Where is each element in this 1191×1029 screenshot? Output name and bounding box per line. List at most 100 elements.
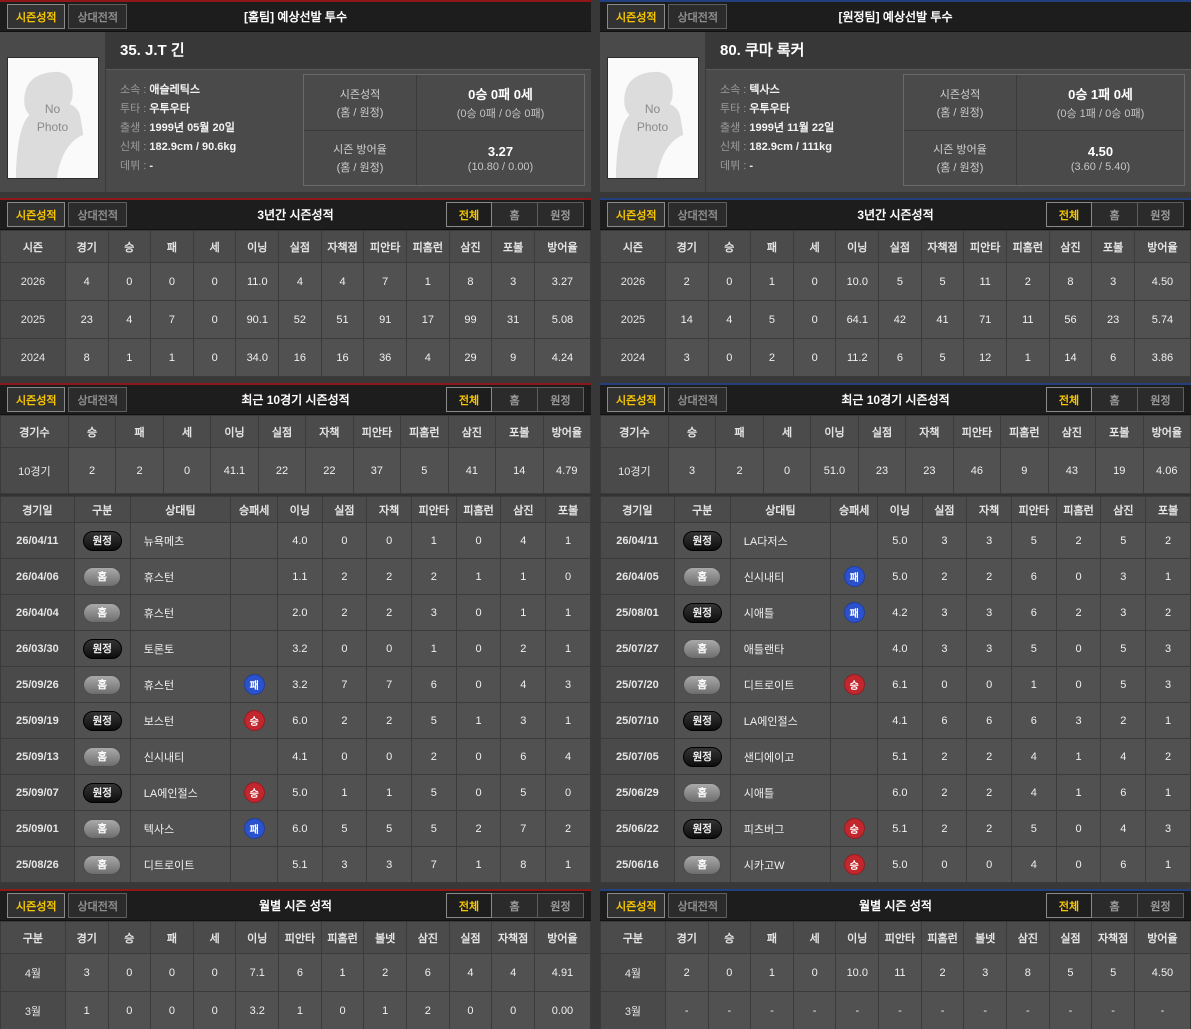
pitcher-section-home: 시즌성적 상대전적 [홈팀] 예상선발 투수 No Photo 35. J.T … [0,0,591,192]
recent10-summary-table: 경기수 승 패 세 이닝 실점 자책 피안타 피홈런 삼진 포볼 방어율 10경기 3 2 0 51.0 23 23… [600,415,1191,494]
table-cell: 1 [321,774,368,811]
tab-season-stats[interactable]: 시즌성적 [607,387,666,412]
tab-head-to-head[interactable]: 상대전적 [668,387,727,412]
section-header: 시즌성적 상대전적 월별 시즌 성적 전체 홈 원정 [600,891,1191,921]
tab-head-to-head[interactable]: 상대전적 [668,4,727,29]
table-cell: 4.1 [277,738,323,775]
table-cell: 3 [963,953,1008,992]
filter-all[interactable]: 전체 [1046,202,1092,227]
column-header: 경기일 [0,496,75,523]
pitcher-info: 35. J.T 긴 소속애슬레틱스 투타우투우타 출생1999년 05월 20일… [106,32,591,192]
table-cell: 4 [707,300,752,339]
tab-season-stats[interactable]: 시즌성적 [607,4,666,29]
table-cell: 원정 [673,702,731,739]
table-cell: 0 [320,991,365,1029]
table-cell: 3월 [0,991,66,1029]
tab-season-stats[interactable]: 시즌성적 [7,387,66,412]
table-cell: 3 [966,594,1012,631]
tab-season-stats[interactable]: 시즌성적 [7,4,66,29]
filter-all[interactable]: 전체 [446,893,492,918]
table-cell: 23 [1091,300,1135,339]
table-cell: 2 [406,991,450,1029]
column-header: 패 [750,230,794,263]
filter-home[interactable]: 홈 [1092,387,1138,412]
table-cell: 4 [491,953,535,992]
table-cell: 홈 [673,774,731,811]
filter-away[interactable]: 원정 [538,893,584,918]
table-cell: 0 [966,846,1012,883]
table-cell: 11 [963,262,1008,301]
tab-head-to-head[interactable]: 상대전적 [68,893,127,918]
result-badge: 패 [243,674,265,695]
filter-away[interactable]: 원정 [1138,893,1184,918]
table-cell: 25/09/19 [0,702,75,739]
filter-away[interactable]: 원정 [538,202,584,227]
column-header: 피안타 [363,230,408,263]
table-cell: 11 [878,953,922,992]
section-header: 시즌성적 상대전적 [원정팀] 예상선발 투수 [600,2,1191,32]
table-cell: 3.2 [235,991,280,1029]
column-header: 피안타 [1011,496,1057,523]
column-header: 승 [107,230,152,263]
column-header: 피안타 [878,921,922,954]
tab-head-to-head[interactable]: 상대전적 [68,202,127,227]
table-cell: 원정 [73,630,131,667]
venue-badge: 홈 [683,782,722,803]
table-row: 25/07/05 원정 샌디에이고 5.1 2 2 4 1 4 2 [600,738,1191,775]
season-record-label: 시즌성적 (홈 / 원정) [336,88,384,119]
table-cell: 6 [1091,338,1135,377]
filter-home[interactable]: 홈 [492,893,538,918]
tab-season-stats[interactable]: 시즌성적 [607,202,666,227]
filter-all[interactable]: 전체 [1046,387,1092,412]
no-photo-text: No Photo [36,102,69,134]
pitcher-card: No Photo 35. J.T 긴 소속애슬레틱스 투타우투우타 출생1999… [0,32,591,192]
tab-head-to-head[interactable]: 상대전적 [68,387,127,412]
table-cell [230,558,279,595]
filter-home[interactable]: 홈 [492,202,538,227]
column-header: 피안타 [411,496,457,523]
tab-season-stats[interactable]: 시즌성적 [7,202,66,227]
tab-head-to-head[interactable]: 상대전적 [68,4,127,29]
filter-home[interactable]: 홈 [1092,893,1138,918]
section-header: 시즌성적 상대전적 월별 시즌 성적 전체 홈 원정 [0,891,591,921]
season-era-label: 시즌 방어율 (홈 / 원정) [904,130,1016,185]
filter-all[interactable]: 전체 [446,202,492,227]
table-cell: 2 [1145,594,1191,631]
table-cell: 25/07/10 [600,702,675,739]
tab-head-to-head[interactable]: 상대전적 [668,202,727,227]
table-cell: 4 [545,738,591,775]
table-cell: 3월 [600,991,666,1029]
table-cell: 1 [278,991,322,1029]
table-cell: 0 [1055,666,1102,703]
table-cell: 3 [1100,594,1147,631]
filter-away[interactable]: 원정 [538,387,584,412]
table-cell: 0 [1055,630,1102,667]
filter-all[interactable]: 전체 [1046,893,1092,918]
table-cell: 원정 [73,774,131,811]
table-cell: - [750,991,794,1029]
tab-season-stats[interactable]: 시즌성적 [7,893,66,918]
filter-all[interactable]: 전체 [446,387,492,412]
filter-away[interactable]: 원정 [1138,387,1184,412]
venue-badge: 홈 [83,566,122,587]
filter-home[interactable]: 홈 [492,387,538,412]
table-cell [830,522,879,559]
column-header: 실점 [921,496,968,523]
game-log-table: 경기일 구분 상대팀 승패세 이닝 실점 자책 피안타 피홈런 삼진 포볼 26/04/11 원정 뉴욕메… [0,494,591,883]
table-cell: 34.0 [235,338,280,377]
filter-away[interactable]: 원정 [1138,202,1184,227]
tab-season-stats[interactable]: 시즌성적 [607,893,666,918]
column-header: 피홈런 [920,921,965,954]
table-row: 25/07/27 홈 애틀랜타 4.0 3 3 5 0 5 3 [600,630,1191,667]
table-cell: 8 [500,846,547,883]
table-cell: 5.0 [877,522,923,559]
tab-head-to-head[interactable]: 상대전적 [668,893,727,918]
table-cell: - [1091,991,1135,1029]
table-cell: 51.0 [810,447,859,494]
filter-home[interactable]: 홈 [1092,202,1138,227]
table-cell: LA에인절스 [729,702,832,739]
detail-row-throws-bats: 투타우투우타 [720,102,903,117]
column-header: 세 [792,230,837,263]
table-cell: 1 [1055,774,1102,811]
